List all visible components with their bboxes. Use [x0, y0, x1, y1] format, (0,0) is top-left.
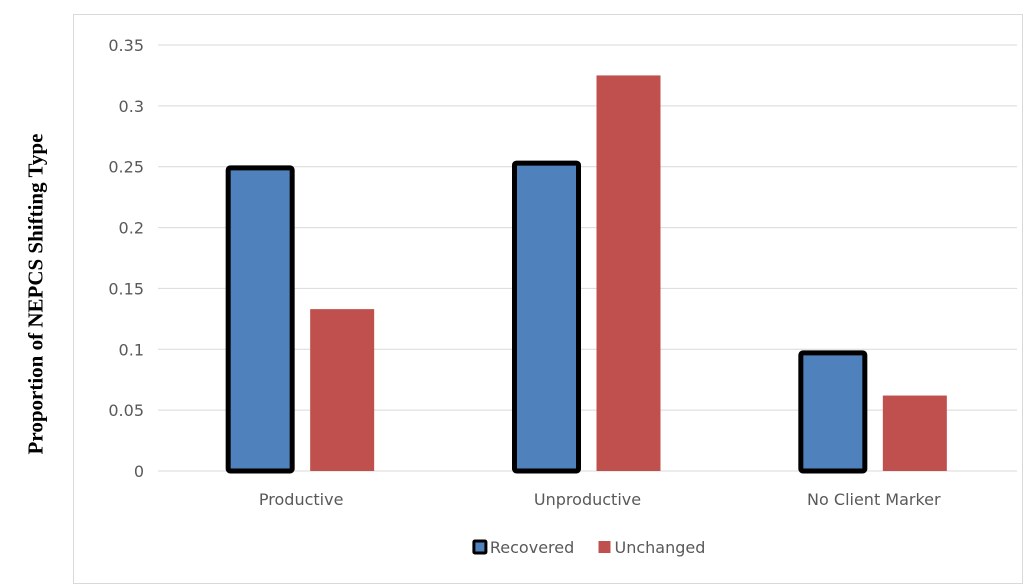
x-tick-label: Unproductive: [534, 490, 641, 509]
y-tick-label: 0.1: [119, 340, 144, 359]
chart-area: 0 0.05 0.1 0.15 0.2 0.25 0.3 0.35 Productive Unpr…: [73, 14, 1023, 584]
x-tick-label: No Client Marker: [807, 490, 941, 509]
bar-unchanged: [310, 309, 375, 471]
y-tick-label: 0.35: [108, 36, 144, 55]
y-tick-label: 0.15: [108, 279, 144, 298]
bar-recovered: [512, 160, 581, 474]
bar-unchanged: [882, 395, 947, 471]
legend-label-unchanged: Unchanged: [615, 538, 706, 557]
legend-swatch-unchanged: [598, 541, 611, 553]
x-tick-label: Productive: [259, 490, 344, 509]
y-tick-label: 0.05: [108, 401, 144, 420]
legend-swatch-recovered: [472, 539, 488, 555]
y-tick-label: 0.2: [119, 219, 144, 238]
y-axis-label: Proportion of NEPCS Shifting Type: [23, 133, 48, 455]
legend-label-recovered: Recovered: [490, 538, 574, 557]
bar-recovered: [225, 165, 295, 474]
bar-chart: 0 0.05 0.1 0.15 0.2 0.25 0.3 0.35 Productive Unpr…: [108, 36, 1017, 557]
y-tick-label: 0.25: [108, 158, 144, 177]
bar-recovered: [798, 350, 868, 474]
bar-unchanged: [596, 75, 661, 471]
y-tick-label: 0.3: [119, 97, 144, 116]
y-tick-label: 0: [134, 462, 144, 481]
